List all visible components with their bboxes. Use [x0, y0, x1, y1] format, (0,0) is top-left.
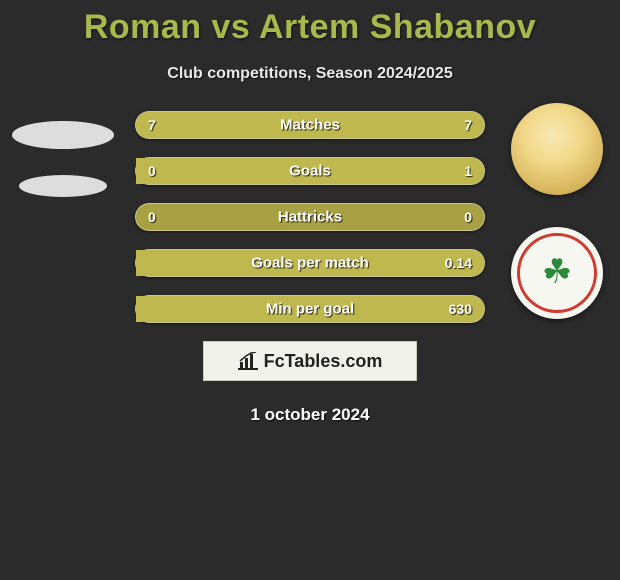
stat-value-right: 1: [464, 163, 472, 179]
stat-row: Goals per match0.14: [135, 249, 485, 277]
player1-avatar-placeholder: [12, 121, 114, 149]
stat-label: Goals per match: [136, 255, 484, 272]
stat-label: Goals: [136, 163, 484, 180]
stat-label: Hattricks: [136, 209, 484, 226]
brand-text: FcTables.com: [264, 351, 383, 372]
comparison-content: 7Matches70Goals10Hattricks0Goals per mat…: [0, 111, 620, 425]
stat-row: 7Matches7: [135, 111, 485, 139]
player2-avatar: [511, 103, 603, 195]
stat-value-right: 0: [464, 209, 472, 225]
stat-value-right: 7: [464, 117, 472, 133]
stat-label: Min per goal: [136, 301, 484, 318]
stat-value-right: 630: [449, 301, 472, 317]
stat-row: Min per goal630: [135, 295, 485, 323]
player1-club-placeholder: [19, 175, 107, 197]
player2-club-badge: [511, 227, 603, 319]
stat-row: 0Goals1: [135, 157, 485, 185]
player1-column: [8, 103, 118, 197]
player2-column: [502, 103, 612, 319]
stat-row: 0Hattricks0: [135, 203, 485, 231]
chart-icon: [238, 352, 258, 370]
comparison-subtitle: Club competitions, Season 2024/2025: [0, 65, 620, 83]
brand-box: FcTables.com: [203, 341, 417, 381]
stat-bars: 7Matches70Goals10Hattricks0Goals per mat…: [135, 111, 485, 323]
stat-value-right: 0.14: [445, 255, 472, 271]
date-line: 1 october 2024: [0, 405, 620, 425]
stat-label: Matches: [136, 117, 484, 134]
comparison-title: Roman vs Artem Shabanov: [0, 0, 620, 47]
